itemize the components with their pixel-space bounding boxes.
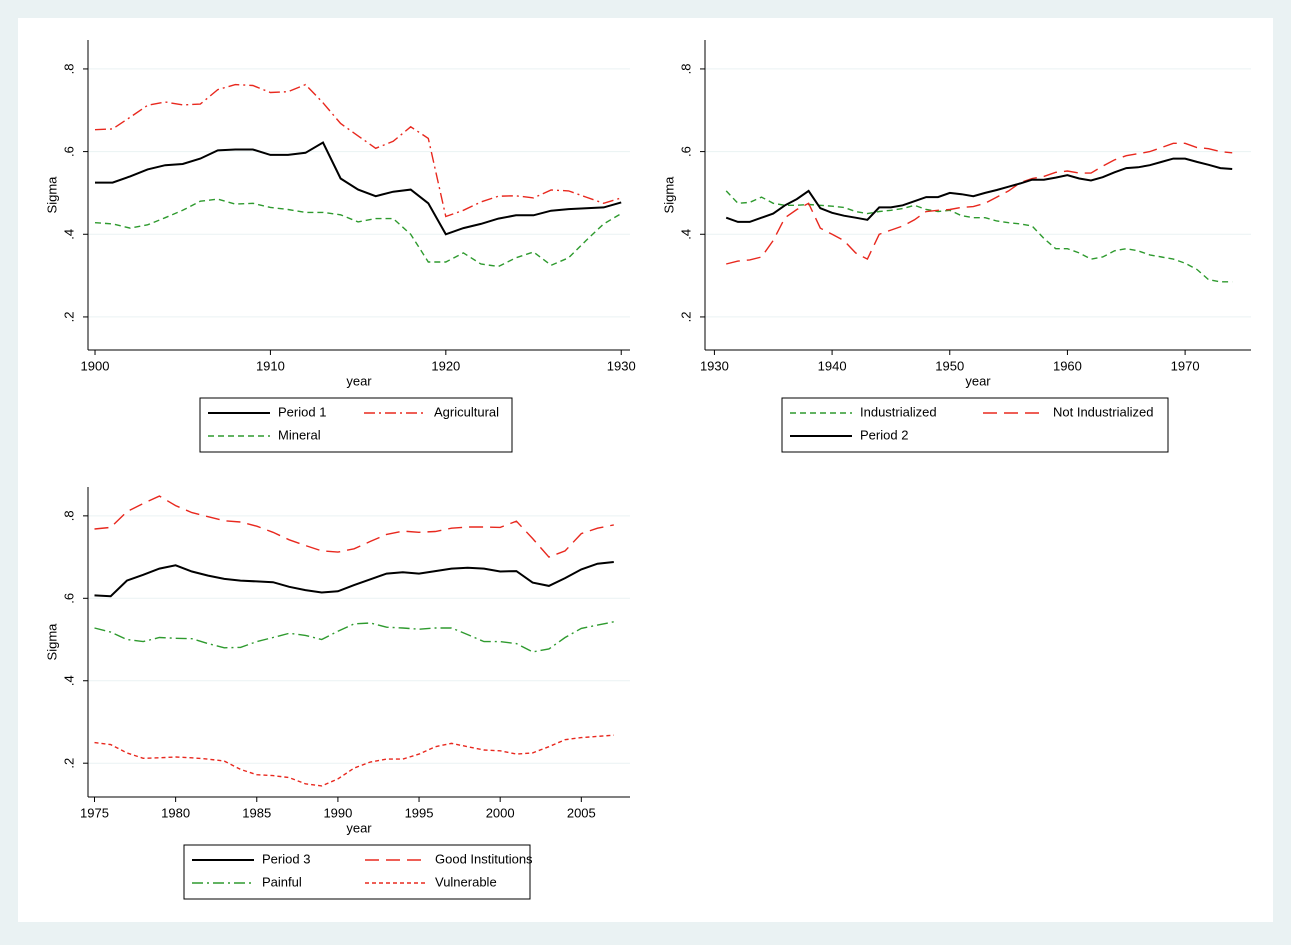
x-tick-label: 1990 xyxy=(323,805,352,820)
x-tick-label: 1900 xyxy=(81,358,110,373)
x-tick-label: 1975 xyxy=(80,805,109,820)
series-line xyxy=(94,198,622,268)
y-tick-label: .8 xyxy=(61,64,76,75)
y-tick-label: .6 xyxy=(678,146,693,157)
x-tick-label: 2000 xyxy=(486,805,515,820)
legend-label: Period 1 xyxy=(278,404,326,419)
x-tick-label: 1960 xyxy=(1053,358,1082,373)
legend-box xyxy=(199,397,513,453)
x-tick-label: 1910 xyxy=(256,358,285,373)
legend-label: Vulnerable xyxy=(435,874,497,889)
legend-label: Agricultural xyxy=(434,404,499,419)
series-line xyxy=(95,141,622,236)
y-tick-label: .2 xyxy=(678,312,693,323)
legend-label: Industrialized xyxy=(860,404,937,419)
series-line xyxy=(94,495,614,558)
legend-label: Period 2 xyxy=(860,427,908,442)
y-axis-title: Sigma xyxy=(44,176,59,214)
legend-box xyxy=(781,397,1169,453)
x-tick-label: 1995 xyxy=(405,805,434,820)
series-line xyxy=(94,83,622,218)
y-tick-label: .4 xyxy=(61,229,76,240)
legend-label: Not Industrialized xyxy=(1053,404,1153,419)
y-tick-label: .2 xyxy=(61,312,76,323)
x-tick-label: 1950 xyxy=(935,358,964,373)
x-tick-label: 1920 xyxy=(431,358,460,373)
legend-label: Mineral xyxy=(278,427,321,442)
x-tick-label: 1930 xyxy=(607,358,636,373)
series-line xyxy=(726,142,1233,265)
x-tick-label: 1930 xyxy=(700,358,729,373)
y-tick-label: .6 xyxy=(61,146,76,157)
y-axis-title: Sigma xyxy=(661,176,676,214)
series-line xyxy=(725,157,1233,223)
x-axis-title: year xyxy=(346,373,372,388)
series-line xyxy=(94,734,614,787)
legend-label: Good Institutions xyxy=(435,851,533,866)
y-axis-title: Sigma xyxy=(44,623,59,661)
series-line xyxy=(725,190,1233,283)
legend-box xyxy=(183,844,531,900)
y-tick-label: .8 xyxy=(678,64,693,75)
series-line xyxy=(94,621,614,653)
y-tick-label: .2 xyxy=(61,758,76,769)
x-tick-label: 1985 xyxy=(242,805,271,820)
series-line xyxy=(94,561,614,598)
y-tick-label: .6 xyxy=(61,593,76,604)
legend-label: Painful xyxy=(262,874,302,889)
x-tick-label: 1970 xyxy=(1171,358,1200,373)
x-axis-title: year xyxy=(346,820,372,835)
y-tick-label: .4 xyxy=(61,675,76,686)
legend-label: Period 3 xyxy=(262,851,310,866)
y-tick-label: .4 xyxy=(678,229,693,240)
x-axis-title: year xyxy=(965,373,991,388)
x-tick-label: 1940 xyxy=(818,358,847,373)
graph-region xyxy=(18,18,1273,922)
x-tick-label: 1980 xyxy=(161,805,190,820)
y-tick-label: .8 xyxy=(61,510,76,521)
x-tick-label: 2005 xyxy=(567,805,596,820)
